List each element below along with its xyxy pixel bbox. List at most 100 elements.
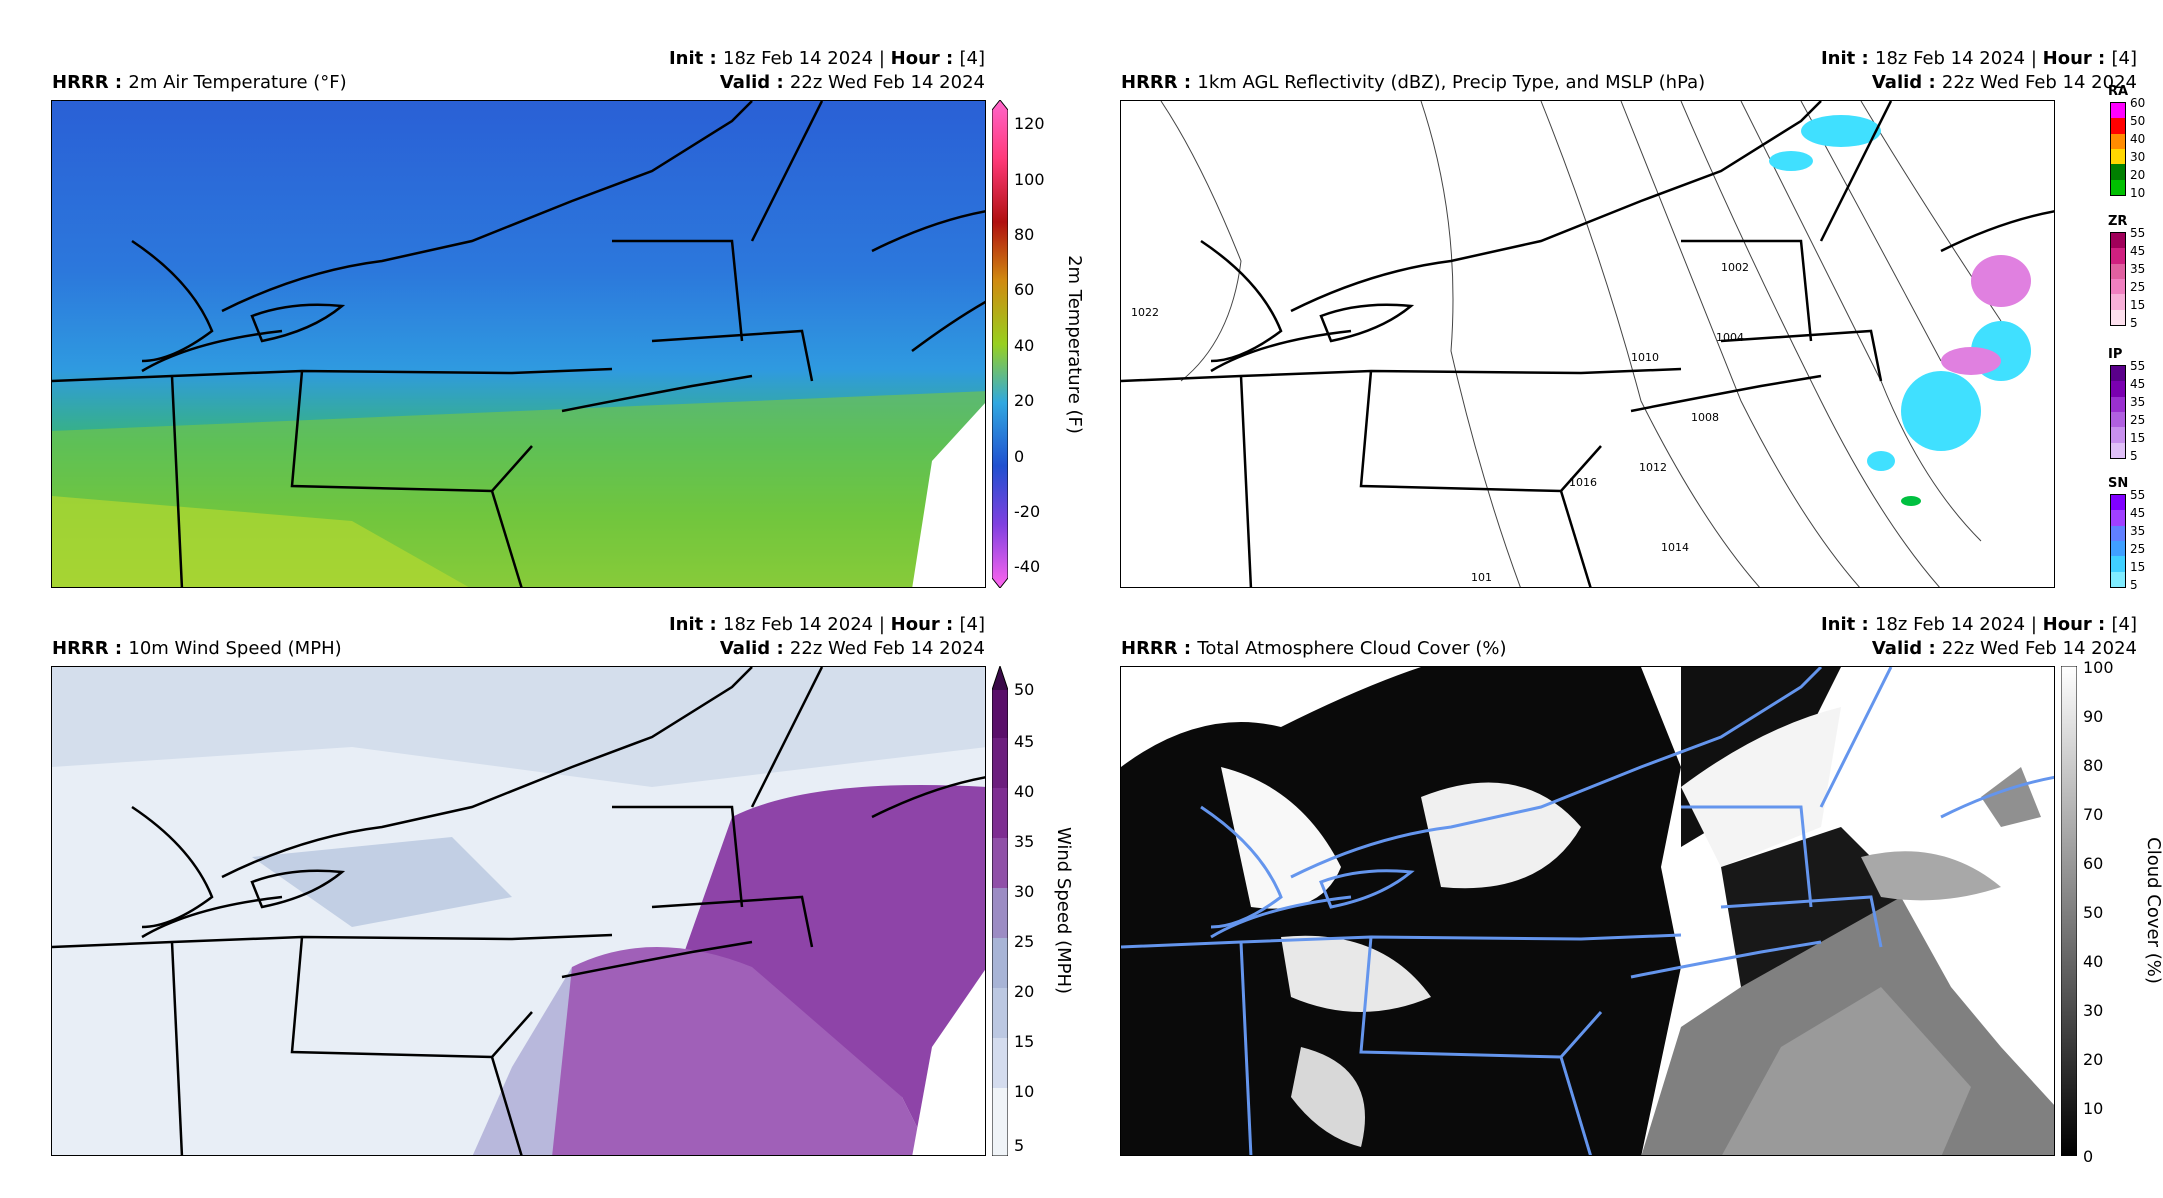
precip-type-tick: 10 [2130,186,2146,200]
valid-line: Valid : 22z Wed Feb 14 2024 [1871,638,2137,659]
precip-type-swatch [2111,366,2125,382]
precip-type-swatch [2111,133,2125,149]
cbar-tick: 25 [1014,932,1035,951]
title-line: HRRR : 1km AGL Reflectivity (dBZ), Preci… [1121,72,1706,93]
precip-type-label: RA [2108,84,2129,99]
cbar-tick: 10 [2083,1099,2104,1118]
precip-type-swatch [2111,294,2125,310]
precip-type-swatch [2111,164,2125,180]
precip-type-tick: 55 [2130,488,2146,502]
cbar-tick: 80 [1014,225,1035,244]
precip-type-tick: 5 [2130,578,2138,592]
precip-type-swatch [2111,103,2125,119]
precip-type-label: SN [2108,476,2129,491]
precip-type-bar [2110,232,2126,326]
cbar-tick: 40 [2083,952,2104,971]
colorbar-label: Cloud Cover (%) [2142,837,2163,984]
precip-type-swatch [2111,179,2125,195]
precip-type-tick: 25 [2130,413,2146,427]
precip-type-swatch [2111,427,2125,443]
precip-type-tick: 35 [2130,524,2146,538]
precip-type-tick: 5 [2130,449,2138,463]
init-line: Init : 18z Feb 14 2024 | Hour : [4] [1820,614,2137,635]
cbar-tick: 0 [1014,447,1025,466]
precip-type-tick: 40 [2130,132,2146,146]
reflectivity-map: 1022 1016 1012 1014 1010 1008 1004 1002 … [1120,100,2055,588]
precip-type-tick: 60 [2130,96,2146,110]
isobar-label: 1012 [1639,461,1667,474]
panel-reflectivity: Init : 18z Feb 14 2024 | Hour : [4] HRRR… [1080,0,2163,592]
precip-type-tick: 45 [2130,506,2146,520]
isobar-label: 1016 [1569,476,1597,489]
precip-type-tick: 55 [2130,226,2146,240]
cbar-tick: 15 [1014,1032,1035,1051]
isobar-label: 1010 [1631,351,1659,364]
panel-wind: Init : 18z Feb 14 2024 | Hour : [4] HRRR… [0,590,1080,1198]
precip-type-tick: 25 [2130,542,2146,556]
panel-temperature: Init : 18z Feb 14 2024 | Hour : [4] HRRR… [0,0,1085,590]
title-line: HRRR : 10m Wind Speed (MPH) [52,638,342,659]
precip-type-swatch [2111,381,2125,397]
precip-type-bar [2110,102,2126,196]
precip-type-swatch [2111,148,2125,165]
cbar-tick: 120 [1014,114,1045,133]
isobar-label: 1002 [1721,261,1749,274]
precip-type-tick: 30 [2130,150,2146,164]
cbar-tick: 20 [2083,1050,2104,1069]
cbar-tick: -40 [1014,557,1041,576]
precip-type-swatch [2111,396,2125,412]
cbar-tick: 70 [2083,805,2104,824]
valid-line: Valid : 22z Wed Feb 14 2024 [1871,72,2137,93]
precip-type-swatch [2111,118,2125,134]
precip-type-label: ZR [2108,214,2128,229]
precip-type-tick: 55 [2130,359,2146,373]
init-line: Init : 18z Feb 14 2024 | Hour : [4] [668,614,985,635]
cbar-tick: 40 [1014,782,1035,801]
precip-type-tick: 50 [2130,114,2146,128]
precip-type-tick: 45 [2130,244,2146,258]
colorbar-label: Wind Speed (MPH) [1053,826,1075,995]
cbar-tick: 80 [2083,756,2104,775]
precip-type-tick: 5 [2130,316,2138,330]
cbar-tick: 5 [1014,1136,1025,1155]
precip-type-label: IP [2108,347,2123,362]
precip-type-swatch [2111,556,2125,572]
precip-type-tick: 35 [2130,262,2146,276]
isobar-label: 1014 [1661,541,1689,554]
cbar-tick: 0 [2083,1147,2094,1166]
wind-map [51,666,986,1156]
cloud-colorbar [2060,665,2078,1157]
isobar-label: 1004 [1716,331,1744,344]
cbar-tick: 10 [1014,1082,1035,1101]
precip-type-swatch [2111,309,2125,325]
temperature-colorbar [991,99,1009,589]
title-line: HRRR : 2m Air Temperature (°F) [52,72,347,93]
cbar-tick: 100 [2083,658,2114,677]
precip-type-tick: 45 [2130,377,2146,391]
cbar-tick: 30 [2083,1001,2104,1020]
cbar-tick: 20 [1014,982,1035,1001]
cbar-tick: 100 [1014,170,1045,189]
cbar-tick: 45 [1014,732,1035,751]
precip-type-swatch [2111,278,2125,295]
precip-type-bar [2110,365,2126,459]
cbar-tick: 20 [1014,391,1035,410]
precip-type-swatch [2111,571,2125,587]
precip-type-swatch [2111,525,2125,541]
isobar-label: 1008 [1691,411,1719,424]
precip-type-tick: 15 [2130,298,2146,312]
precip-type-tick: 15 [2130,560,2146,574]
temperature-map [51,100,986,588]
precip-type-tick: 25 [2130,280,2146,294]
precip-type-swatch [2111,442,2125,458]
precip-type-bar [2110,494,2126,588]
cbar-tick: 30 [1014,882,1035,901]
precip-type-swatch [2111,411,2125,428]
valid-line: Valid : 22z Wed Feb 14 2024 [719,72,985,93]
cbar-tick: 35 [1014,832,1035,851]
init-line: Init : 18z Feb 14 2024 | Hour : [4] [1820,48,2137,69]
precip-type-tick: 20 [2130,168,2146,182]
valid-line: Valid : 22z Wed Feb 14 2024 [719,638,985,659]
wind-colorbar [991,664,1009,1157]
title-line: HRRR : Total Atmosphere Cloud Cover (%) [1121,638,1507,659]
